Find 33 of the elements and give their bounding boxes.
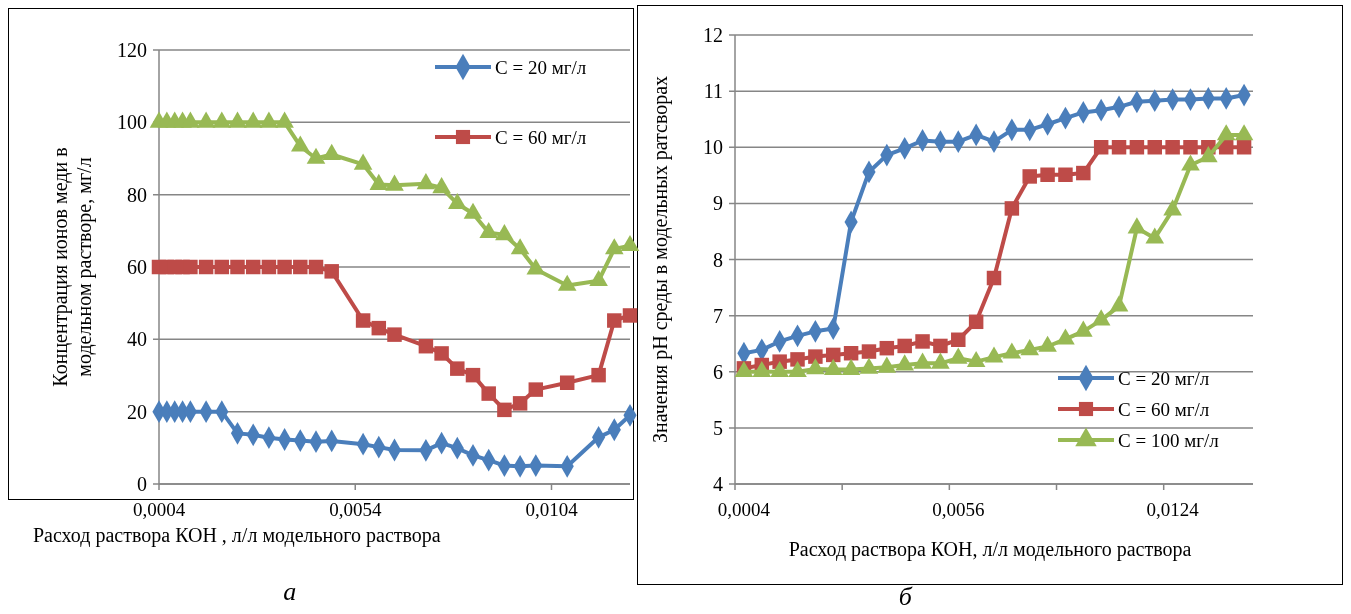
x-tick-label: 0,0054 <box>329 499 382 520</box>
x-tick-label: 0,0124 <box>1146 499 1200 520</box>
y-tick-label: 10 <box>703 136 723 159</box>
x-tick-label: 0,0104 <box>525 499 579 520</box>
y-tick-label: 8 <box>713 248 723 271</box>
text: а <box>283 577 297 606</box>
y-tick-label: 9 <box>713 192 723 215</box>
text: б <box>898 582 913 611</box>
y-tick-label: 5 <box>713 416 723 439</box>
legend-label: С = 60 мг/л <box>495 127 587 148</box>
y-tick-label: 40 <box>127 328 147 351</box>
y-tick-label: 0 <box>137 473 147 495</box>
y-tick-label: 6 <box>713 360 723 383</box>
x-tick-label: 0,0004 <box>132 499 186 520</box>
x-tick-label: 0,0004 <box>717 499 771 520</box>
y-tick-label: 60 <box>127 256 147 278</box>
y-tick-label: 11 <box>703 80 723 103</box>
y-tick-label: 20 <box>127 400 147 423</box>
legend-label: С = 20 мг/л <box>1118 368 1210 389</box>
legend-label: С = 100 мг/л <box>1118 430 1220 451</box>
x-axis-title: Расход раствора КОН, л/л модельного раствора <box>788 538 1192 561</box>
legend-label: С = 60 мг/л <box>1118 399 1210 420</box>
x-axis-title: Расход раствора КОН , л/л модельного раствора <box>33 524 441 547</box>
y-tick-label: 7 <box>713 304 723 327</box>
y-tick-label: 4 <box>713 473 723 495</box>
y-axis-title: Концентрация ионов меди в модельном растворе, мг/л <box>49 147 96 387</box>
x-tick-label: 0,0056 <box>932 499 985 520</box>
y-tick-label: 12 <box>703 24 723 46</box>
y-axis-title: Значения рН среды в модельных ратсворах <box>649 75 672 444</box>
y-tick-label: 80 <box>127 183 147 206</box>
y-tick-label: 100 <box>117 111 147 134</box>
legend-label: С = 20 мг/л <box>495 57 587 78</box>
y-tick-label: 120 <box>117 39 147 61</box>
